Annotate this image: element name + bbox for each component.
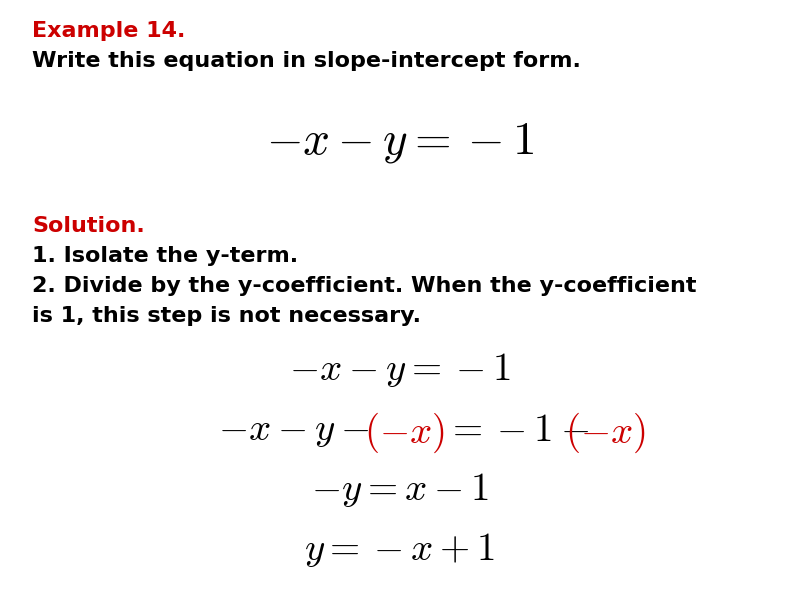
Text: $-y = x - 1$: $-y = x - 1$ [311,471,489,509]
Text: Solution.: Solution. [32,216,145,236]
Text: is 1, this step is not necessary.: is 1, this step is not necessary. [32,306,421,326]
Text: $= -1 -$: $= -1 -$ [446,411,590,449]
Text: Write this equation in slope-intercept form.: Write this equation in slope-intercept f… [32,51,581,71]
Text: 2. Divide by the y-coefficient. When the y-coefficient: 2. Divide by the y-coefficient. When the… [32,276,697,296]
Text: $-x - y = -1$: $-x - y = -1$ [290,351,510,389]
Text: $(-x)$: $(-x)$ [565,411,646,455]
Text: 1. Isolate the y-term.: 1. Isolate the y-term. [32,246,298,266]
Text: $y = -x + 1$: $y = -x + 1$ [304,531,496,569]
Text: $(-x)$: $(-x)$ [364,411,445,455]
Text: $-x - y -$: $-x - y -$ [218,411,369,449]
Text: Example 14.: Example 14. [32,21,186,41]
Text: $-x - y = -1$: $-x - y = -1$ [266,120,534,165]
